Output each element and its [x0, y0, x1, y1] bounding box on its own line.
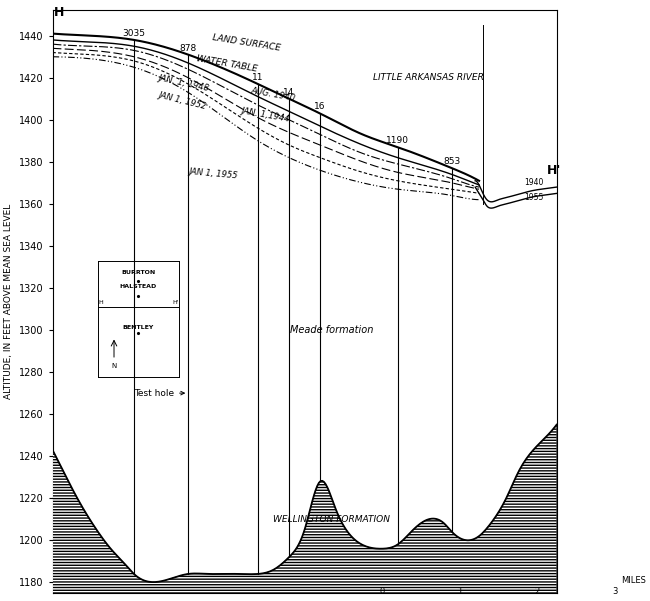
Text: JAN 1, 1955: JAN 1, 1955	[188, 168, 238, 181]
Text: AUG. 1940: AUG. 1940	[250, 87, 296, 103]
Polygon shape	[53, 425, 556, 593]
Text: 1190: 1190	[386, 136, 409, 145]
Text: MILES: MILES	[621, 576, 646, 585]
Text: 16: 16	[315, 102, 326, 111]
Text: 3: 3	[612, 587, 618, 596]
Text: LAND SURFACE: LAND SURFACE	[211, 33, 281, 52]
Text: H: H	[54, 6, 64, 19]
Text: 14: 14	[283, 88, 294, 97]
Text: 1955: 1955	[524, 193, 543, 202]
Text: 0: 0	[380, 587, 385, 596]
Text: Test hole: Test hole	[134, 389, 185, 398]
Text: LITTLE ARKANSAS RIVER: LITTLE ARKANSAS RIVER	[373, 73, 484, 82]
Text: 11: 11	[252, 73, 264, 82]
Text: 853: 853	[443, 157, 461, 166]
Text: WELLINGTON FORMATION: WELLINGTON FORMATION	[273, 515, 390, 523]
Text: 878: 878	[179, 43, 197, 52]
Text: 2: 2	[534, 587, 540, 596]
Text: H': H'	[547, 163, 562, 177]
Text: JAN 1, 1952: JAN 1, 1952	[157, 91, 207, 111]
Y-axis label: ALTITUDE, IN FEET ABOVE MEAN SEA LEVEL: ALTITUDE, IN FEET ABOVE MEAN SEA LEVEL	[4, 204, 13, 399]
Text: 1940: 1940	[524, 178, 543, 187]
Text: 1: 1	[457, 587, 462, 596]
Text: JAN. 1,1944: JAN. 1,1944	[240, 106, 291, 124]
Text: 3035: 3035	[122, 29, 146, 38]
Text: JAN. 1, 1948: JAN. 1, 1948	[157, 73, 210, 93]
Text: Meade formation: Meade formation	[290, 325, 373, 335]
Text: WATER TABLE: WATER TABLE	[196, 54, 259, 73]
